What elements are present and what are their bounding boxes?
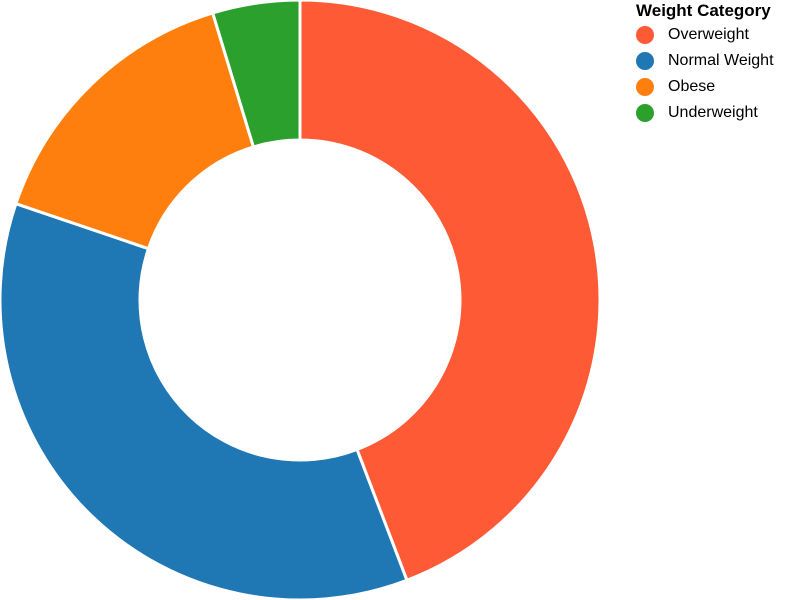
- legend: Weight Category Overweight Normal Weight O…: [636, 0, 812, 126]
- legend-items: Overweight Normal Weight Obese Underweight: [636, 22, 812, 126]
- slice-obese: [14, 11, 255, 251]
- slice-overweight: [298, 0, 602, 582]
- legend-item-underweight: Underweight: [636, 100, 812, 126]
- legend-label: Underweight: [668, 104, 758, 121]
- legend-item-normal-weight: Normal Weight: [636, 48, 812, 74]
- legend-swatch: [636, 104, 654, 122]
- legend-label: Overweight: [668, 26, 749, 43]
- legend-swatch: [636, 78, 654, 96]
- legend-item-obese: Obese: [636, 74, 812, 100]
- slice-normal-weight: [0, 202, 409, 600]
- slice-underweight: [211, 0, 302, 149]
- legend-swatch: [636, 26, 654, 44]
- donut-slices: [0, 0, 602, 600]
- legend-title: Weight Category: [636, 1, 771, 20]
- legend-label: Obese: [668, 78, 716, 95]
- legend-swatch: [636, 52, 654, 70]
- legend-item-overweight: Overweight: [636, 22, 812, 48]
- legend-label: Normal Weight: [668, 52, 774, 69]
